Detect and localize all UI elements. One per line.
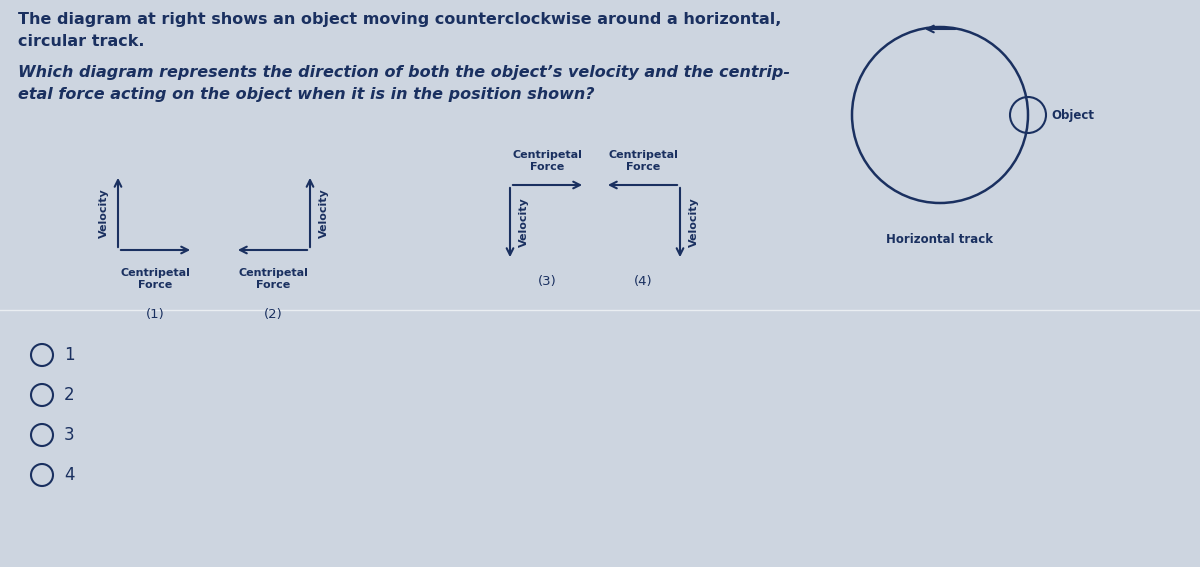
Text: (4): (4) — [634, 275, 653, 288]
Text: Which diagram represents the direction of both the object’s velocity and the cen: Which diagram represents the direction o… — [18, 65, 790, 80]
Text: 4: 4 — [64, 466, 74, 484]
Text: Centripetal
Force: Centripetal Force — [512, 150, 582, 172]
Text: circular track.: circular track. — [18, 34, 144, 49]
Text: Object: Object — [1051, 108, 1094, 121]
Text: (3): (3) — [538, 275, 557, 288]
Text: Centripetal
Force: Centripetal Force — [120, 268, 190, 290]
Text: (2): (2) — [264, 308, 282, 321]
Text: etal force acting on the object when it is in the position shown?: etal force acting on the object when it … — [18, 87, 594, 102]
Text: Velocity: Velocity — [520, 197, 529, 247]
Text: Velocity: Velocity — [98, 188, 109, 238]
Text: 1: 1 — [64, 346, 74, 364]
Text: 2: 2 — [64, 386, 74, 404]
Text: (1): (1) — [145, 308, 164, 321]
Text: Velocity: Velocity — [689, 197, 698, 247]
Text: Centripetal
Force: Centripetal Force — [608, 150, 678, 172]
Text: Horizontal track: Horizontal track — [887, 233, 994, 246]
Text: 3: 3 — [64, 426, 74, 444]
Text: The diagram at right shows an object moving counterclockwise around a horizontal: The diagram at right shows an object mov… — [18, 12, 781, 27]
Text: Centripetal
Force: Centripetal Force — [238, 268, 308, 290]
Text: Velocity: Velocity — [319, 188, 329, 238]
